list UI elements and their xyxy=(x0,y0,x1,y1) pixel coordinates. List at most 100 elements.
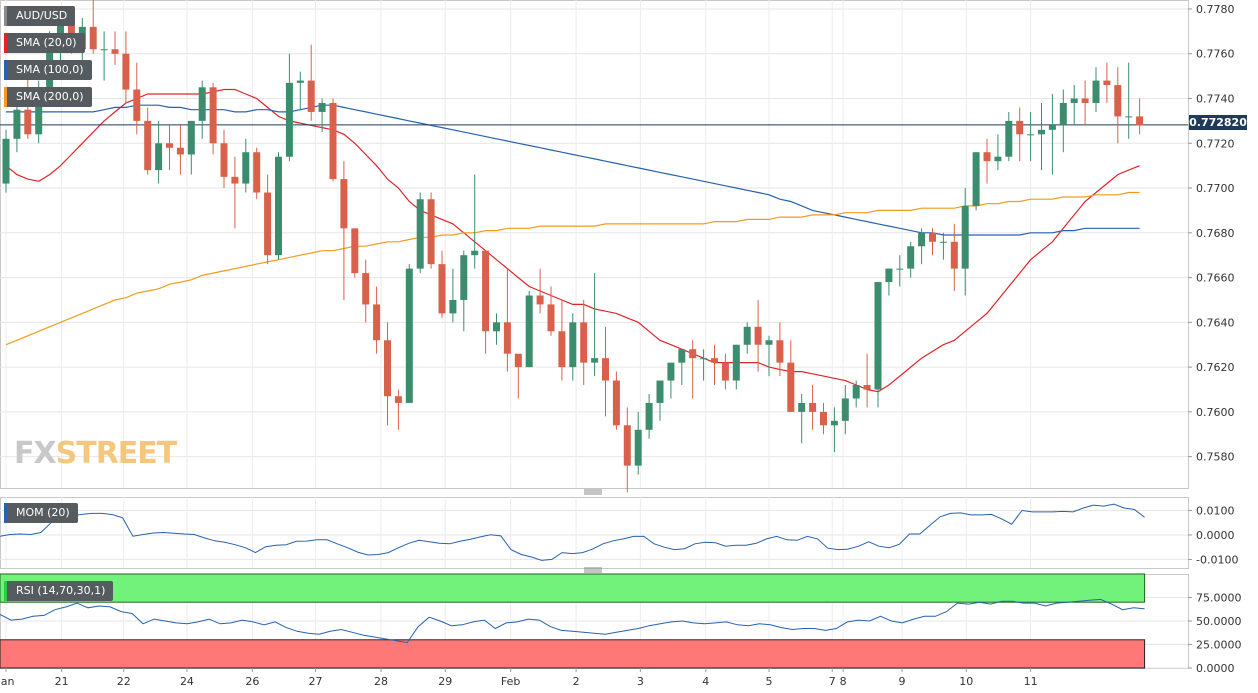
candle xyxy=(787,340,795,412)
candle-body xyxy=(580,322,588,363)
legend-sma200[interactable]: SMA (200,0) xyxy=(4,87,92,107)
candle xyxy=(841,385,849,435)
candle xyxy=(852,380,860,408)
legend-sma100[interactable]: SMA (100,0) xyxy=(4,60,92,80)
candle-body xyxy=(133,89,141,121)
candle xyxy=(558,299,566,381)
candle xyxy=(656,380,664,421)
candle xyxy=(1005,111,1013,162)
candle xyxy=(1103,62,1111,103)
candle xyxy=(111,31,119,65)
candle-body xyxy=(700,358,708,360)
y-tick-label: 75.0000 xyxy=(1196,592,1242,605)
candle xyxy=(482,250,490,354)
candle-body xyxy=(329,102,337,180)
y-tick-label: 0.7580 xyxy=(1196,451,1235,464)
candle-body xyxy=(983,152,991,162)
candle-body xyxy=(591,358,599,363)
candle-body xyxy=(558,331,566,368)
candle xyxy=(525,291,533,368)
candle-body xyxy=(242,152,250,184)
candle xyxy=(645,393,653,439)
candle-body xyxy=(449,299,457,314)
candle-body xyxy=(612,380,620,426)
candle-body xyxy=(743,326,751,345)
candle xyxy=(929,228,936,256)
candle xyxy=(394,389,402,430)
candle xyxy=(133,62,141,135)
candle xyxy=(362,259,370,323)
candle-body xyxy=(961,205,969,269)
rsi-line xyxy=(0,598,1145,644)
candle-body xyxy=(885,268,893,283)
candle xyxy=(1038,102,1045,171)
candle xyxy=(754,299,762,372)
x-tick-label: 7 xyxy=(829,675,836,688)
candle-body xyxy=(809,402,817,412)
y-tick-label: 0.7700 xyxy=(1196,182,1235,195)
candle xyxy=(798,393,806,444)
candle-body xyxy=(253,152,261,193)
candle-body xyxy=(24,109,32,135)
candle-body xyxy=(100,49,108,51)
candle-body xyxy=(122,53,130,90)
legend-rsi[interactable]: RSI (14,70,30,1) xyxy=(4,581,114,601)
legend-sma20[interactable]: SMA (20,0) xyxy=(4,33,85,53)
candle xyxy=(1092,67,1100,112)
y-tick-label: 0.7680 xyxy=(1196,227,1235,240)
x-tick-label: 11 xyxy=(1024,675,1038,688)
candle-body xyxy=(503,322,511,354)
candle xyxy=(809,385,817,430)
candle-body xyxy=(176,147,184,155)
candle-body xyxy=(1059,102,1067,126)
candle-body xyxy=(830,420,838,426)
candle xyxy=(144,107,152,175)
candle xyxy=(1114,67,1122,144)
candle xyxy=(220,129,228,189)
candle-body xyxy=(645,402,653,430)
candle-body xyxy=(416,199,424,269)
last-price-tag: 0.772820 xyxy=(1189,115,1247,130)
candle xyxy=(1027,111,1035,162)
candle xyxy=(907,241,915,278)
candle-body xyxy=(1038,129,1045,135)
candle-body xyxy=(89,26,97,50)
y-tick-label: 0.0000 xyxy=(1196,529,1235,542)
candle-body xyxy=(351,228,359,274)
candle xyxy=(863,353,871,408)
candle-body xyxy=(35,87,43,135)
candle-body xyxy=(525,295,533,368)
candle xyxy=(122,31,130,103)
x-tick-label: 4 xyxy=(702,675,709,688)
candle xyxy=(743,322,751,354)
candle xyxy=(493,313,500,345)
legend-mom[interactable]: MOM (20) xyxy=(4,503,78,523)
candle-body xyxy=(918,232,926,247)
y-tick-label: 0.0000 xyxy=(1196,662,1235,675)
candle xyxy=(1070,85,1078,126)
candle xyxy=(89,0,97,54)
candle-body xyxy=(994,156,1002,162)
candle xyxy=(1059,89,1067,153)
x-tick-label: 8 xyxy=(840,675,847,688)
candle-body xyxy=(209,87,217,144)
candle xyxy=(231,156,239,229)
candle-body xyxy=(427,199,435,265)
candle-body xyxy=(111,49,119,54)
candle xyxy=(275,152,282,260)
legend-pair[interactable]: AUD/USD xyxy=(4,6,76,26)
candle xyxy=(329,98,337,182)
candle-body xyxy=(1136,116,1144,126)
axes xyxy=(5,8,1192,672)
candle-body xyxy=(187,120,195,155)
rsi-oversold-zone xyxy=(0,639,1146,669)
candle xyxy=(765,335,773,377)
candle-body xyxy=(1070,98,1078,103)
candle-body xyxy=(155,143,163,171)
candle xyxy=(427,192,435,269)
candle xyxy=(896,255,904,287)
momentum-pane xyxy=(0,497,1189,569)
candle xyxy=(187,120,195,175)
candle xyxy=(700,349,708,381)
